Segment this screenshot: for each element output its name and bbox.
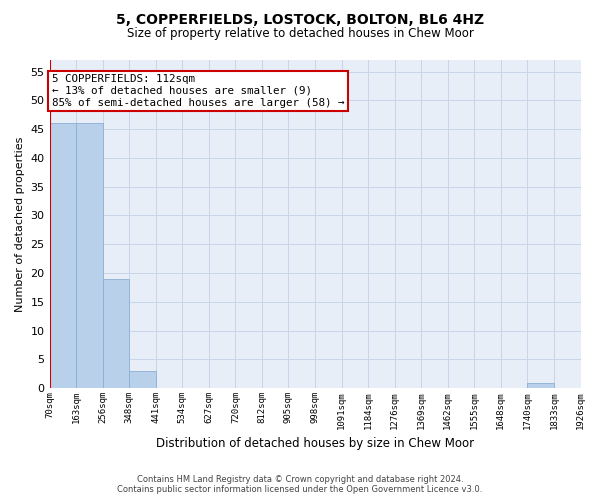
Text: 5, COPPERFIELDS, LOSTOCK, BOLTON, BL6 4HZ: 5, COPPERFIELDS, LOSTOCK, BOLTON, BL6 4H… bbox=[116, 12, 484, 26]
X-axis label: Distribution of detached houses by size in Chew Moor: Distribution of detached houses by size … bbox=[156, 437, 474, 450]
Bar bbox=[129, 371, 156, 388]
Bar bbox=[50, 124, 76, 388]
Text: Size of property relative to detached houses in Chew Moor: Size of property relative to detached ho… bbox=[127, 28, 473, 40]
Bar bbox=[527, 382, 554, 388]
Bar bbox=[76, 124, 103, 388]
Y-axis label: Number of detached properties: Number of detached properties bbox=[15, 136, 25, 312]
Text: Contains HM Land Registry data © Crown copyright and database right 2024.
Contai: Contains HM Land Registry data © Crown c… bbox=[118, 474, 482, 494]
Bar bbox=[103, 279, 129, 388]
Text: 5 COPPERFIELDS: 112sqm
← 13% of detached houses are smaller (9)
85% of semi-deta: 5 COPPERFIELDS: 112sqm ← 13% of detached… bbox=[52, 74, 344, 108]
